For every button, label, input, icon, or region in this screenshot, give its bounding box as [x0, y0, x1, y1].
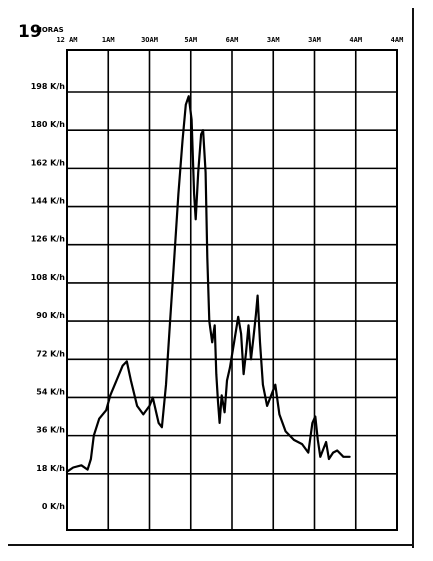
x-tick-label: 1AM [102, 36, 115, 44]
y-tick-label: 108 K/h [31, 273, 66, 282]
y-tick-label: 54 K/h [36, 387, 65, 396]
page-number: 19 [18, 22, 42, 42]
y-tick-label: 36 K/h [36, 426, 65, 435]
x-tick-label: 3AM [308, 36, 321, 44]
x-tick-label: 4AM [349, 36, 362, 44]
x-tick-label: 3AM [267, 36, 280, 44]
y-tick-label: 144 K/h [31, 197, 66, 206]
y-tick-label: 180 K/h [31, 120, 66, 129]
x-tick-label: 5AM [184, 36, 197, 44]
y-tick-labels: 198 K/h 180 K/h 162 K/h 144 K/h 126 K/h 108 K… [31, 82, 66, 511]
y-tick-label: 90 K/h [36, 311, 65, 320]
y-tick-label: 0 K/h [42, 502, 65, 511]
x-tick-label: 6AM [226, 36, 239, 44]
y-tick-label: 72 K/h [36, 349, 65, 358]
x-tick-label: 3OAM [141, 36, 158, 44]
chart-grid [66, 49, 398, 531]
y-tick-label: 126 K/h [31, 235, 66, 244]
y-tick-label: 198 K/h [31, 82, 66, 91]
x-tick-labels: 12 AM 1AM 3OAM 5AM 6AM 3AM 3AM 4AM 4AM [56, 36, 403, 44]
x-tick-label: 12 AM [56, 36, 77, 44]
x-axis-label: HORAS [36, 26, 64, 34]
y-tick-label: 162 K/h [31, 158, 66, 167]
x-tick-label: 4AM [391, 36, 404, 44]
y-tick-label: 18 K/h [36, 464, 65, 473]
series-line [65, 95, 351, 473]
